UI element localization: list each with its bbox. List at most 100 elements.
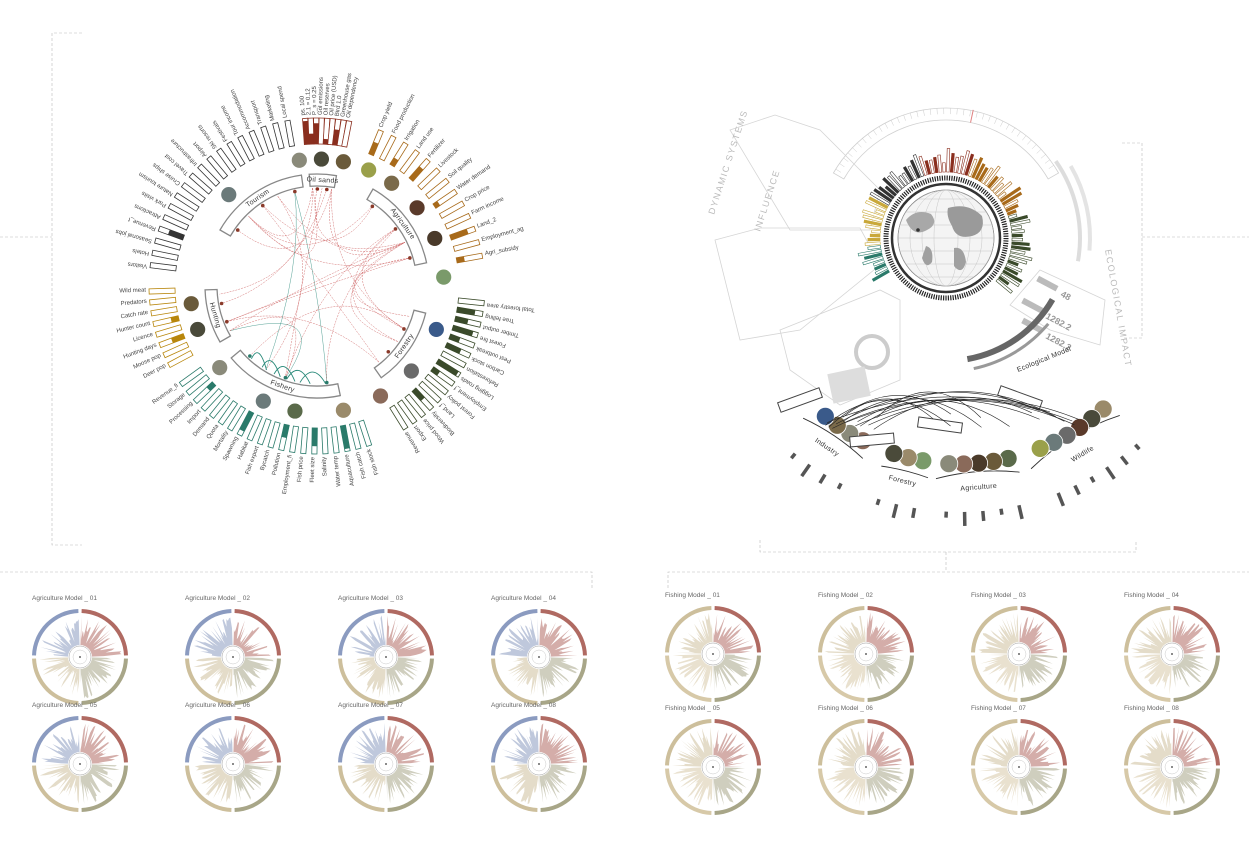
indicator-label: Airport bbox=[192, 140, 208, 158]
globe-bar-rect bbox=[901, 172, 911, 185]
model-outer-arc bbox=[1020, 719, 1067, 766]
scale-tick bbox=[1005, 124, 1010, 130]
globe-bar bbox=[987, 175, 999, 189]
photo-circle bbox=[211, 359, 229, 377]
globe-bar-rect bbox=[971, 157, 984, 179]
link-endpoint bbox=[393, 227, 398, 231]
model-spike-area bbox=[1172, 767, 1212, 805]
indicator-label: Seasonal jobs bbox=[115, 228, 153, 244]
model-spike-area bbox=[350, 657, 386, 699]
indicator-label: Habitat bbox=[237, 441, 250, 461]
globe-bar-rect bbox=[977, 166, 989, 183]
globe-bar bbox=[953, 156, 959, 174]
model-spike-area bbox=[827, 728, 866, 767]
globe-bar-rect bbox=[1010, 245, 1031, 251]
group-tick bbox=[981, 510, 986, 522]
indicator-label: Crop yield bbox=[378, 101, 394, 128]
globe-bar bbox=[995, 278, 1013, 294]
indicator-label: Agri_subsidy bbox=[484, 245, 519, 257]
globe-bar bbox=[873, 188, 893, 203]
group-link bbox=[835, 391, 1065, 425]
model-center-dot bbox=[1018, 766, 1020, 768]
globe-bar bbox=[862, 214, 883, 223]
globe-bar-rect bbox=[898, 174, 908, 187]
bar-outline bbox=[162, 341, 190, 359]
bar-fill bbox=[167, 229, 185, 240]
bar-fill bbox=[389, 157, 399, 167]
photo-circle bbox=[360, 161, 378, 179]
globe-bar-rect bbox=[1006, 209, 1017, 216]
model-title: Fishing Model _ 07 bbox=[971, 705, 1026, 712]
group-link bbox=[832, 399, 1040, 429]
globe-bar-rect bbox=[857, 248, 882, 257]
chord-link bbox=[229, 316, 297, 379]
bar-fill bbox=[409, 166, 424, 182]
ghost-title: DYNAMIC SYSTEMS bbox=[706, 108, 749, 215]
globe-bar-rect bbox=[863, 219, 882, 227]
model-spike-area bbox=[80, 723, 120, 764]
model-outer-arc bbox=[665, 606, 712, 653]
indicator-label: Land use bbox=[416, 126, 436, 150]
model-outer-arc bbox=[1124, 719, 1171, 766]
globe-bar bbox=[989, 176, 1004, 192]
model-center-ring bbox=[378, 649, 394, 665]
indicator-label: Licence bbox=[132, 332, 154, 344]
bar-outline bbox=[173, 192, 200, 212]
model-center-ring bbox=[1164, 759, 1180, 775]
globe-bar-rect bbox=[1002, 269, 1023, 284]
model-spike-area bbox=[1019, 729, 1061, 767]
model-title: Fishing Model _ 08 bbox=[1124, 705, 1179, 712]
indicator-label: Fish catch bbox=[355, 451, 368, 479]
bar-outline bbox=[200, 388, 224, 412]
model-title: Agriculture Model _ 04 bbox=[491, 595, 556, 602]
group-tick bbox=[1017, 504, 1024, 520]
model-outer-arc bbox=[32, 716, 79, 763]
link-endpoint bbox=[219, 301, 224, 306]
landmass bbox=[954, 247, 966, 271]
globe-bar bbox=[886, 175, 903, 192]
model-outer-arc bbox=[491, 765, 538, 812]
photo-circle bbox=[408, 199, 426, 217]
bar-outline bbox=[206, 155, 229, 180]
globe-bar-rect bbox=[981, 167, 994, 185]
globe-bar bbox=[992, 182, 1005, 194]
bar-fill bbox=[170, 315, 180, 323]
globe-bar bbox=[1005, 203, 1019, 213]
scale-tick bbox=[884, 123, 889, 129]
indicator-label: Irrigation bbox=[404, 119, 421, 142]
globe bbox=[883, 175, 1009, 301]
bar-fill bbox=[313, 123, 319, 145]
model-spike-area bbox=[195, 728, 233, 764]
group-box bbox=[776, 387, 824, 413]
model-spike-area bbox=[349, 615, 386, 657]
chord-link bbox=[284, 188, 323, 379]
globe-bar bbox=[1009, 252, 1033, 262]
globe-bar-rect bbox=[865, 200, 887, 213]
model-spike-area bbox=[978, 612, 1019, 654]
ghost-panel bbox=[1009, 269, 1106, 346]
globe-bar bbox=[909, 159, 921, 179]
photo-circle bbox=[335, 153, 352, 171]
model-radial-chart: Fishing Model _ 08 bbox=[1124, 705, 1220, 815]
model-outer-arc bbox=[338, 716, 385, 763]
bar-outline bbox=[417, 167, 441, 191]
globe-bar bbox=[901, 172, 911, 185]
gauge-value: 48 bbox=[1059, 289, 1073, 303]
landmass bbox=[906, 212, 935, 233]
scale-tick bbox=[923, 109, 925, 116]
model-title: Fishing Model _ 05 bbox=[665, 705, 720, 712]
model-spike-area bbox=[386, 615, 427, 657]
model-outer-arc bbox=[234, 658, 281, 705]
chord-link bbox=[353, 242, 411, 317]
sector-arc-oil_sands bbox=[308, 173, 338, 189]
bar-fill bbox=[456, 307, 476, 316]
group-tick bbox=[911, 507, 917, 519]
ghost-block bbox=[827, 366, 871, 404]
model-spike-area bbox=[539, 618, 578, 657]
model-title: Agriculture Model _ 01 bbox=[32, 595, 97, 602]
globe-bar-rect bbox=[942, 162, 946, 173]
model-outer-arc bbox=[387, 765, 434, 812]
model-radial-chart: Fishing Model _ 05 bbox=[665, 705, 761, 815]
model-outer-arc bbox=[1124, 768, 1171, 815]
